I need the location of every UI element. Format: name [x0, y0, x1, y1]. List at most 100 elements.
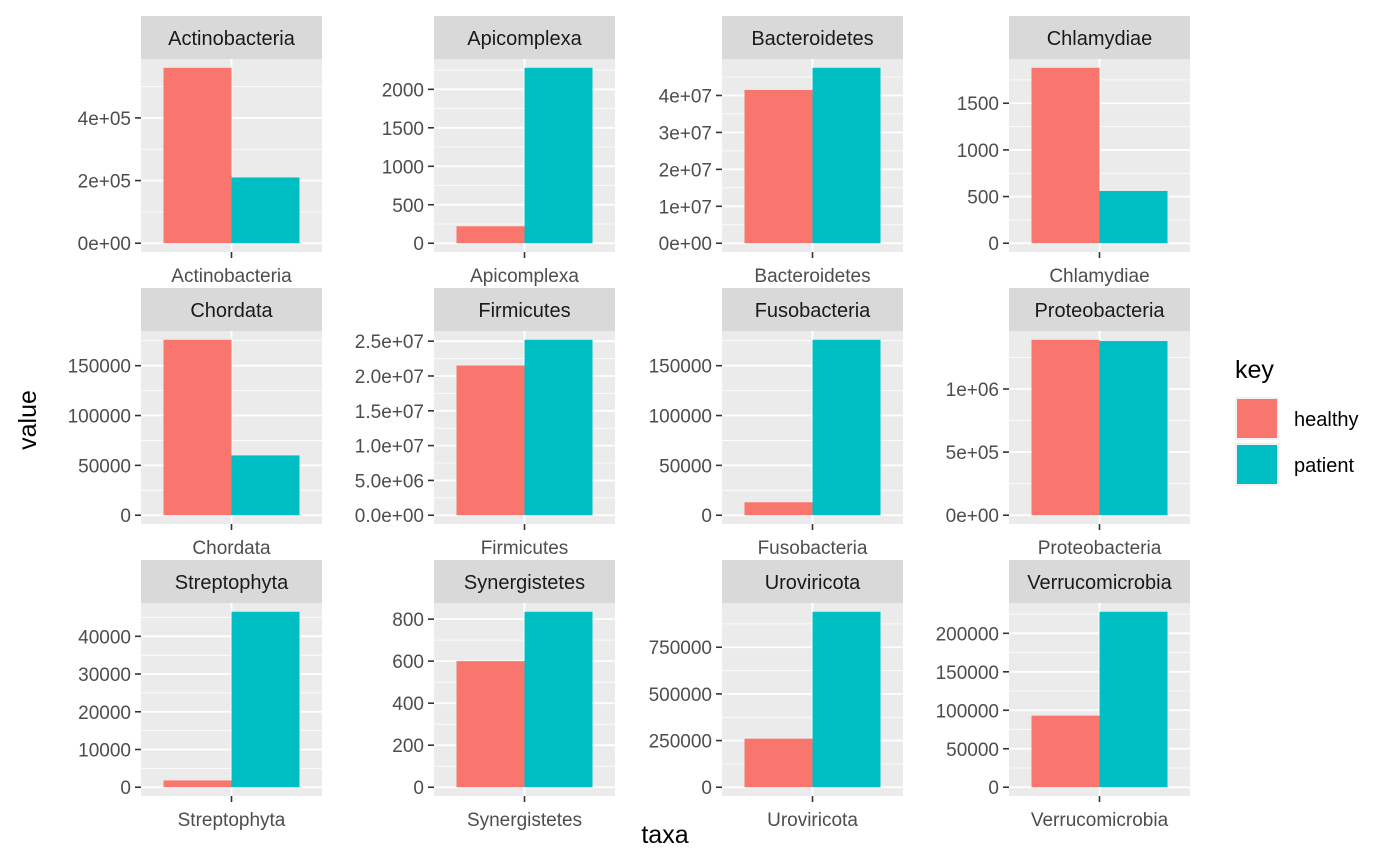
- y-tick-label: 0: [988, 778, 999, 799]
- facet-strip-chordata: [141, 288, 322, 331]
- y-tick-label: 40000: [78, 627, 131, 648]
- x-tick-label: Verrucomicrobia: [1031, 810, 1169, 831]
- y-tick-label: 800: [392, 610, 424, 631]
- bar-healthy-actinobacteria: [163, 67, 232, 244]
- y-tick-label: 500: [392, 196, 424, 217]
- bar-patient-synergistetes: [524, 611, 593, 788]
- facet-fusobacteria: Fusobacteria 0 50000 100000 150000 Fusobacter…: [649, 288, 903, 559]
- legend: key healthy patient: [1235, 356, 1359, 486]
- y-tick-label: 4e+07: [659, 86, 712, 107]
- y-tick-label: 5e+05: [946, 443, 999, 464]
- bar-patient-apicomplexa: [524, 67, 593, 244]
- x-tick-label: Streptophyta: [178, 810, 286, 831]
- y-tick-label: 200000: [936, 624, 999, 645]
- y-tick-label: 0: [413, 234, 424, 255]
- y-tick-label: 600: [392, 652, 424, 673]
- bar-patient-chlamydiae: [1099, 190, 1168, 244]
- x-tick-label: Uroviricota: [767, 810, 858, 831]
- y-tick-label: 0: [701, 506, 712, 527]
- facet-strip-label-firmicutes: Firmicutes: [478, 300, 570, 322]
- y-tick-label: 1500: [957, 94, 999, 115]
- facet-strip-label-fusobacteria: Fusobacteria: [755, 300, 871, 322]
- y-tick-label: 2e+05: [78, 172, 131, 193]
- x-tick-label: Firmicutes: [481, 538, 569, 559]
- y-tick-label: 50000: [78, 456, 131, 477]
- bar-healthy-firmicutes: [456, 365, 525, 516]
- facet-strip-label-uroviricota: Uroviricota: [765, 572, 861, 594]
- facet-strip-label-verrucomicrobia: Verrucomicrobia: [1027, 572, 1172, 594]
- y-tick-label: 1.0e+07: [355, 437, 424, 458]
- legend-label-patient: patient: [1294, 455, 1354, 477]
- facet-chordata: Chordata 0 50000 100000 150000 Chordata: [68, 288, 322, 559]
- bar-patient-streptophyta: [231, 611, 300, 788]
- y-tick-label: 100000: [936, 701, 999, 722]
- y-tick-label: 150000: [649, 357, 712, 378]
- legend-title: key: [1235, 356, 1274, 384]
- y-tick-label: 1500: [382, 119, 424, 140]
- bar-patient-fusobacteria: [812, 339, 881, 516]
- bar-patient-chordata: [231, 455, 300, 516]
- x-tick-label: Proteobacteria: [1038, 538, 1162, 559]
- facet-firmicutes: Firmicutes 0.0e+00 5.0e+06 1.0e+07 1.5e+07 2.…: [355, 288, 615, 559]
- facet-strip-label-chordata: Chordata: [190, 300, 273, 322]
- facet-streptophyta: Streptophyta 0 10000 20000 30000 40000 Strepto…: [78, 560, 322, 831]
- facet-verrucomicrobia: Verrucomicrobia 0 50000 100000 150000 200000 V…: [936, 560, 1190, 831]
- facet-bacteroidetes: Bacteroidetes 0e+00 1e+07 2e+07 3e+07 4e+07 Ba…: [659, 16, 903, 287]
- bar-healthy-verrucomicrobia: [1031, 715, 1100, 788]
- facet-strip-chlamydiae: [1009, 16, 1190, 59]
- facet-strip-fusobacteria: [722, 288, 903, 331]
- y-tick-label: 0e+00: [78, 234, 131, 255]
- bar-healthy-uroviricota: [744, 738, 813, 788]
- y-tick-label: 50000: [946, 740, 999, 761]
- bar-patient-proteobacteria: [1099, 341, 1168, 516]
- bar-patient-firmicutes: [524, 339, 593, 516]
- legend-swatch-patient: [1237, 445, 1277, 484]
- x-tick-label: Actinobacteria: [171, 266, 292, 287]
- facet-uroviricota: Uroviricota 0 250000 500000 750000 Uroviricot…: [649, 560, 903, 831]
- facet-strip-firmicutes: [434, 288, 615, 331]
- y-tick-label: 30000: [78, 665, 131, 686]
- facet-strip-apicomplexa: [434, 16, 615, 59]
- y-tick-label: 0.0e+00: [355, 506, 424, 527]
- facet-strip-label-bacteroidetes: Bacteroidetes: [751, 28, 873, 50]
- y-tick-label: 0: [120, 778, 131, 799]
- x-tick-label: Synergistetes: [467, 810, 582, 831]
- bar-patient-actinobacteria: [231, 177, 300, 244]
- x-tick-label: Fusobacteria: [758, 538, 868, 559]
- y-tick-label: 1e+06: [946, 380, 999, 401]
- facet-strip-bacteroidetes: [722, 16, 903, 59]
- facet-apicomplexa: Apicomplexa 0 500 1000 1500 2000 Apicomplexa: [382, 16, 615, 287]
- facet-strip-label-proteobacteria: Proteobacteria: [1034, 300, 1165, 322]
- y-tick-label: 100000: [649, 407, 712, 428]
- x-tick-label: Bacteroidetes: [754, 266, 870, 287]
- y-tick-label: 200: [392, 736, 424, 757]
- facet-strip-label-apicomplexa: Apicomplexa: [467, 28, 582, 50]
- x-tick-label: Chordata: [192, 538, 271, 559]
- y-tick-label: 100000: [68, 407, 131, 428]
- legend-label-healthy: healthy: [1294, 409, 1359, 431]
- facet-strip-label-synergistetes: Synergistetes: [464, 572, 585, 594]
- y-tick-label: 750000: [649, 638, 712, 659]
- y-tick-label: 500: [967, 188, 999, 209]
- y-tick-label: 150000: [936, 663, 999, 684]
- bar-healthy-apicomplexa: [456, 226, 525, 244]
- bar-patient-bacteroidetes: [812, 67, 881, 244]
- facet-strip-synergistetes: [434, 560, 615, 603]
- facet-strip-verrucomicrobia: [1009, 560, 1190, 603]
- y-tick-label: 10000: [78, 740, 131, 761]
- facet-panels: Actinobacteria 0e+00 2e+05 4e+05 Actinobacte…: [68, 16, 1190, 831]
- y-tick-label: 1000: [957, 141, 999, 162]
- y-tick-label: 0: [701, 778, 712, 799]
- y-tick-label: 0: [120, 506, 131, 527]
- facet-strip-actinobacteria: [141, 16, 322, 59]
- x-axis-title: taxa: [641, 821, 688, 849]
- y-tick-label: 0e+00: [659, 234, 712, 255]
- y-tick-label: 1e+07: [659, 197, 712, 218]
- facet-synergistetes: Synergistetes 0 200 400 600 800 Synergistetes: [392, 560, 615, 831]
- y-tick-label: 2.5e+07: [355, 332, 424, 353]
- y-tick-label: 50000: [659, 456, 712, 477]
- y-axis-title: value: [14, 390, 42, 450]
- x-tick-label: Apicomplexa: [470, 266, 579, 287]
- bar-healthy-fusobacteria: [744, 502, 813, 516]
